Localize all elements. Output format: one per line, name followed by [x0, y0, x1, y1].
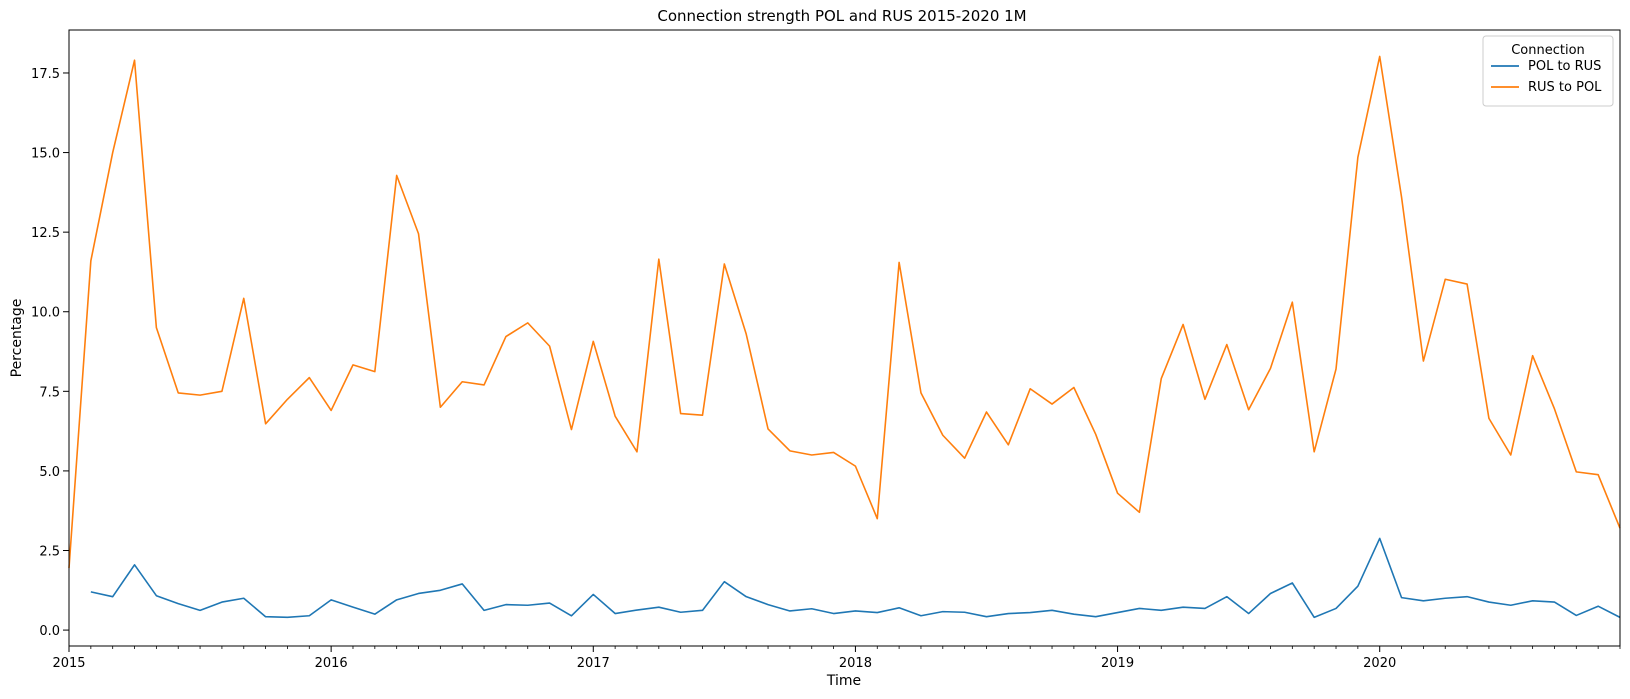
y-tick-label: 2.5 — [39, 544, 60, 559]
legend-box — [1482, 35, 1614, 107]
legend-title: Connection — [1511, 43, 1585, 58]
x-tick-label: 2019 — [1101, 656, 1134, 671]
x-tick-label: 2017 — [577, 656, 610, 671]
x-tick-label: 2018 — [839, 656, 872, 671]
chart-title: Connection strength POL and RUS 2015-202… — [657, 7, 1026, 25]
y-tick-label: 7.5 — [39, 385, 60, 400]
legend-label-1: POL to RUS — [1528, 59, 1601, 74]
y-tick-label: 17.5 — [31, 67, 60, 82]
legend-label-2: RUS to POL — [1528, 80, 1602, 95]
y-axis: 0.0 2.5 5.0 7.5 10.0 12.5 15.0 17.5 — [31, 67, 69, 639]
plot-frame — [68, 29, 1621, 647]
plot-area — [68, 55, 1621, 619]
x-axis-title: Time — [826, 673, 861, 689]
y-tick-label: 5.0 — [39, 465, 60, 480]
x-tick-label: 2016 — [315, 656, 348, 671]
y-tick-label: 15.0 — [31, 147, 60, 162]
series-line-1 — [90, 537, 1621, 619]
x-tick-label: 2015 — [52, 656, 85, 671]
y-tick-label: 12.5 — [31, 226, 60, 241]
y-tick-label: 10.0 — [31, 306, 60, 321]
legend: Connection POL to RUS RUS to POL — [1482, 35, 1614, 107]
series-line-2 — [68, 55, 1621, 569]
x-axis: 2015 2016 2017 2018 2019 2020 — [52, 646, 1621, 671]
y-tick-label: 0.0 — [39, 624, 60, 639]
x-tick-label: 2020 — [1363, 656, 1396, 671]
y-axis-title: Percentage — [9, 299, 25, 378]
